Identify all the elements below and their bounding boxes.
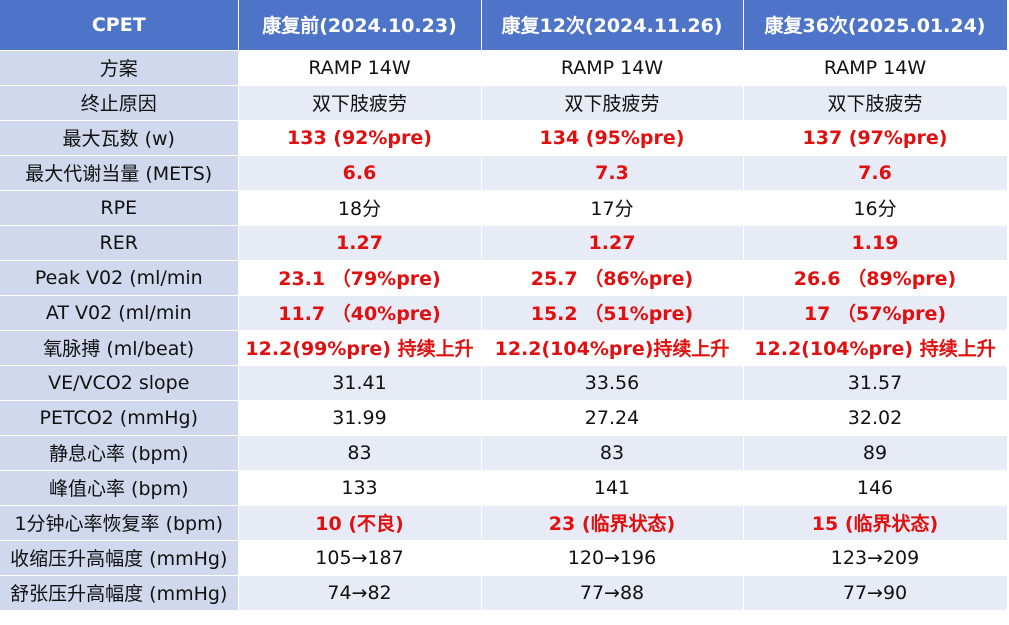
row-value: 15 (临界状态)	[743, 504, 1008, 540]
table-row: RPE 18分 17分 16分	[0, 189, 1008, 225]
header-rehab-36: 康复36次(2025.01.24)	[743, 0, 1008, 50]
row-label: VE/VCO2 slope	[0, 364, 239, 400]
row-value: 137 (97%pre)	[743, 119, 1008, 155]
row-value: 120→196	[481, 539, 744, 575]
header-pre-rehab: 康复前(2024.10.23)	[238, 0, 482, 50]
table-row: 终止原因 双下肢疲劳 双下肢疲劳 双下肢疲劳	[0, 84, 1008, 120]
row-value: 77→88	[481, 574, 744, 610]
row-value: 26.6 （89%pre)	[743, 259, 1008, 295]
row-value: 12.2(99%pre) 持续上升	[238, 329, 482, 365]
row-label: 舒张压升高幅度 (mmHg)	[0, 574, 239, 610]
row-label: 收缩压升高幅度 (mmHg)	[0, 539, 239, 575]
row-label: RER	[0, 224, 239, 260]
row-value: 双下肢疲劳	[238, 84, 482, 120]
row-value: 双下肢疲劳	[743, 84, 1008, 120]
row-value: 83	[481, 434, 744, 470]
row-label: Peak V02 (ml/min	[0, 259, 239, 295]
table-row: 最大代谢当量 (METS) 6.6 7.3 7.6	[0, 154, 1008, 190]
table-row: VE/VCO2 slope 31.41 33.56 31.57	[0, 364, 1008, 400]
row-label: 最大瓦数 (w)	[0, 119, 239, 155]
row-value: 11.7 （40%pre)	[238, 294, 482, 330]
row-value: 7.6	[743, 154, 1008, 190]
row-value: 27.24	[481, 399, 744, 435]
row-value: 32.02	[743, 399, 1008, 435]
row-label: 静息心率 (bpm)	[0, 434, 239, 470]
row-value: 31.99	[238, 399, 482, 435]
row-value: 23.1 （79%pre)	[238, 259, 482, 295]
row-value: 15.2 （51%pre)	[481, 294, 744, 330]
row-value: 17分	[481, 189, 744, 225]
cpet-comparison-table: CPET 康复前(2024.10.23) 康复12次(2024.11.26) 康…	[0, 0, 1008, 610]
row-value: 77→90	[743, 574, 1008, 610]
table-header: CPET 康复前(2024.10.23) 康复12次(2024.11.26) 康…	[0, 0, 1008, 50]
row-value: 6.6	[238, 154, 482, 190]
row-value: 双下肢疲劳	[481, 84, 744, 120]
row-value: 141	[481, 469, 744, 505]
table-row: 静息心率 (bpm) 83 83 89	[0, 434, 1008, 470]
row-label: 终止原因	[0, 84, 239, 120]
row-value: 10 (不良)	[238, 504, 482, 540]
row-value: 31.57	[743, 364, 1008, 400]
row-value: 105→187	[238, 539, 482, 575]
row-value: 74→82	[238, 574, 482, 610]
table-row: 舒张压升高幅度 (mmHg) 74→82 77→88 77→90	[0, 574, 1008, 610]
table-body: 方案 RAMP 14W RAMP 14W RAMP 14W 终止原因 双下肢疲劳 双下肢疲劳…	[0, 49, 1008, 610]
row-value: 12.2(104%pre) 持续上升	[743, 329, 1008, 365]
row-value: 18分	[238, 189, 482, 225]
table-row: 1分钟心率恢复率 (bpm) 10 (不良) 23 (临界状态) 15 (临界状态)	[0, 504, 1008, 540]
row-label: 最大代谢当量 (METS)	[0, 154, 239, 190]
header-row: CPET 康复前(2024.10.23) 康复12次(2024.11.26) 康…	[0, 0, 1008, 50]
row-label: PETCO2 (mmHg)	[0, 399, 239, 435]
table-row: 方案 RAMP 14W RAMP 14W RAMP 14W	[0, 49, 1008, 85]
row-value: 25.7 （86%pre)	[481, 259, 744, 295]
row-value: RAMP 14W	[743, 49, 1008, 85]
table-row: AT V02 (ml/min 11.7 （40%pre) 15.2 （51%pre)…	[0, 294, 1008, 330]
row-value: 123→209	[743, 539, 1008, 575]
table-row: RER 1.27 1.27 1.19	[0, 224, 1008, 260]
row-value: 1.27	[238, 224, 482, 260]
row-value: 1.19	[743, 224, 1008, 260]
row-value: 12.2(104%pre)持续上升	[481, 329, 744, 365]
table-row: 氧脉搏 (ml/beat) 12.2(99%pre) 持续上升 12.2(104%p…	[0, 329, 1008, 365]
header-cpet: CPET	[0, 0, 239, 50]
row-value: 33.56	[481, 364, 744, 400]
row-value: 17 （57%pre)	[743, 294, 1008, 330]
table-row: 最大瓦数 (w) 133 (92%pre) 134 (95%pre) 137 (97%…	[0, 119, 1008, 155]
row-value: RAMP 14W	[481, 49, 744, 85]
row-label: 峰值心率 (bpm)	[0, 469, 239, 505]
row-label: 氧脉搏 (ml/beat)	[0, 329, 239, 365]
row-value: 83	[238, 434, 482, 470]
table-row: 峰值心率 (bpm) 133 141 146	[0, 469, 1008, 505]
row-value: 134 (95%pre)	[481, 119, 744, 155]
row-label: AT V02 (ml/min	[0, 294, 239, 330]
row-value: 7.3	[481, 154, 744, 190]
row-value: 23 (临界状态)	[481, 504, 744, 540]
row-label: 方案	[0, 49, 239, 85]
row-value: 1.27	[481, 224, 744, 260]
row-label: 1分钟心率恢复率 (bpm)	[0, 504, 239, 540]
table-row: 收缩压升高幅度 (mmHg) 105→187 120→196 123→209	[0, 539, 1008, 575]
row-value: 31.41	[238, 364, 482, 400]
header-rehab-12: 康复12次(2024.11.26)	[481, 0, 744, 50]
row-value: RAMP 14W	[238, 49, 482, 85]
table-row: Peak V02 (ml/min 23.1 （79%pre) 25.7 （86%pr…	[0, 259, 1008, 295]
row-value: 133 (92%pre)	[238, 119, 482, 155]
row-value: 133	[238, 469, 482, 505]
row-label: RPE	[0, 189, 239, 225]
row-value: 16分	[743, 189, 1008, 225]
table-row: PETCO2 (mmHg) 31.99 27.24 32.02	[0, 399, 1008, 435]
row-value: 146	[743, 469, 1008, 505]
row-value: 89	[743, 434, 1008, 470]
